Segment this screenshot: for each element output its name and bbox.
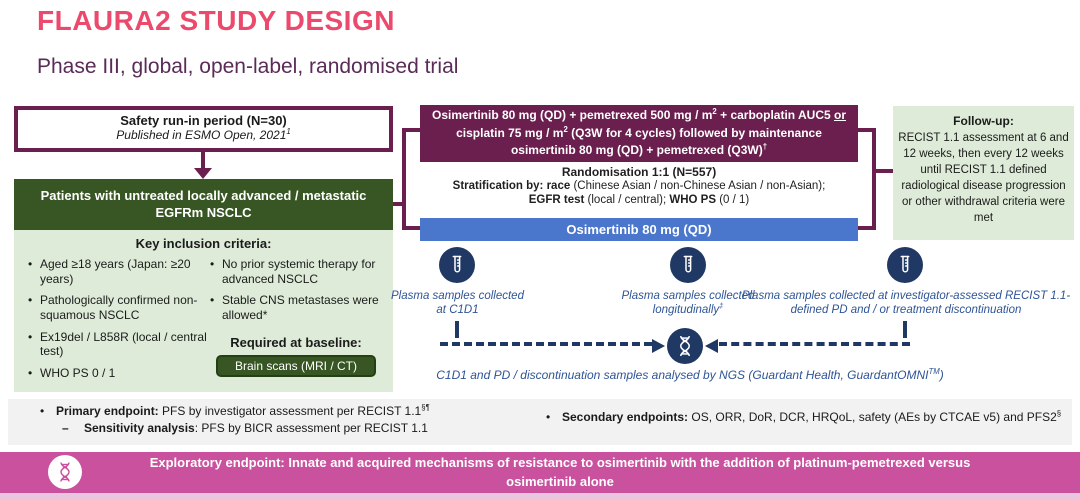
- dna-icon: [48, 455, 82, 489]
- plasma-label-pd: Plasma samples collected at investigator…: [741, 290, 1071, 317]
- inclusion-criteria-box: Key inclusion criteria: Aged ≥18 years (…: [14, 230, 393, 392]
- plasma-label-c1d1: Plasma samples collected at C1D1: [391, 290, 524, 317]
- randomisation-block: Randomisation 1:1 (N=557) Stratification…: [420, 165, 858, 208]
- primary-endpoint-text: Primary endpoint: PFS by investigator as…: [32, 403, 537, 420]
- page-subtitle: Phase III, global, open-label, randomise…: [37, 55, 459, 78]
- down-arrow-icon: [194, 168, 212, 179]
- sensitivity-analysis-text: Sensitivity analysis: PFS by BICR assess…: [32, 420, 537, 437]
- stratification-line2: EGFR test (local / central); WHO PS (0 /…: [528, 194, 750, 207]
- followup-title: Follow-up:: [953, 114, 1014, 128]
- list-item: Stable CNS metastases were allowed*: [210, 293, 382, 322]
- sample-tick-right: [903, 321, 907, 338]
- followup-connector-line: [876, 169, 893, 173]
- endpoints-band: Primary endpoint: PFS by investigator as…: [8, 399, 1072, 445]
- randomisation-line: Randomisation 1:1 (N=557): [561, 165, 717, 179]
- inclusion-right-column: No prior systemic therapy for advanced N…: [210, 257, 382, 387]
- bottom-accent-strip: [0, 493, 1080, 499]
- safety-run-in-box: Safety run-in period (N=30) Published in…: [14, 106, 393, 152]
- dashed-line-right: [719, 342, 910, 346]
- inclusion-left-column: Aged ≥18 years (Japan: ≥20 years) Pathol…: [28, 257, 210, 387]
- dashed-line-left: [440, 342, 652, 346]
- stratification-line: Stratification by: race (Chinese Asian /…: [452, 180, 826, 192]
- page-title: FLAURA2 STUDY DESIGN: [37, 5, 395, 36]
- test-tube-icon: [887, 247, 923, 283]
- list-item: WHO PS 0 / 1: [28, 366, 210, 381]
- inclusion-criteria-header: Key inclusion criteria:: [135, 236, 272, 251]
- followup-body: RECIST 1.1 assessment at 6 and 12 weeks,…: [898, 131, 1069, 225]
- safety-run-in-citation: Published in ESMO Open, 20211: [116, 127, 291, 142]
- chemo-arm-box: Osimertinib 80 mg (QD) + pemetrexed 500 …: [420, 105, 858, 162]
- safety-run-in-title: Safety run-in period (N=30): [120, 113, 287, 128]
- ngs-caption: C1D1 and PD / discontinuation samples an…: [436, 367, 944, 382]
- test-tube-icon: [439, 247, 475, 283]
- bracket-left-bottom: [406, 226, 420, 230]
- followup-box: Follow-up: RECIST 1.1 assessment at 6 an…: [893, 106, 1074, 240]
- arrow-right-icon: [652, 339, 665, 353]
- bracket-right-top: [858, 128, 872, 132]
- osimertinib-arm-box: Osimertinib 80 mg (QD): [420, 218, 858, 241]
- bracket-right-vertical: [872, 128, 876, 230]
- chemo-arm-text: Osimertinib 80 mg (QD) + pemetrexed 500 …: [431, 107, 847, 158]
- secondary-endpoints-text: Secondary endpoints: OS, ORR, DoR, DCR, …: [538, 410, 1068, 424]
- test-tube-icon: [670, 247, 706, 283]
- primary-endpoint-block: Primary endpoint: PFS by investigator as…: [32, 403, 537, 437]
- list-item: Ex19del / L858R (local / central test): [28, 330, 210, 359]
- list-item: Aged ≥18 years (Japan: ≥20 years): [28, 257, 210, 286]
- patients-connector-line: [393, 202, 402, 206]
- plasma-label-longitudinal: Plasma samples collected longitudinally‡: [621, 290, 755, 317]
- patients-box: Patients with untreated locally advanced…: [14, 179, 393, 230]
- list-item: Pathologically confirmed non-squamous NS…: [28, 293, 210, 322]
- bracket-right-bottom: [858, 226, 872, 230]
- bracket-left-top: [406, 128, 420, 132]
- down-arrow-line: [201, 152, 205, 169]
- arrow-left-icon: [705, 339, 718, 353]
- exploratory-banner: Exploratory endpoint: Innate and acquire…: [0, 452, 1080, 493]
- list-item: No prior systemic therapy for advanced N…: [210, 257, 382, 286]
- exploratory-banner-text: Exploratory endpoint: Innate and acquire…: [149, 454, 971, 489]
- sample-tick-left: [455, 321, 459, 338]
- dna-icon: [667, 328, 703, 364]
- bracket-left-vertical: [402, 128, 406, 230]
- required-baseline-label: Required at baseline:: [230, 334, 362, 350]
- brain-scans-chip: Brain scans (MRI / CT): [216, 354, 376, 377]
